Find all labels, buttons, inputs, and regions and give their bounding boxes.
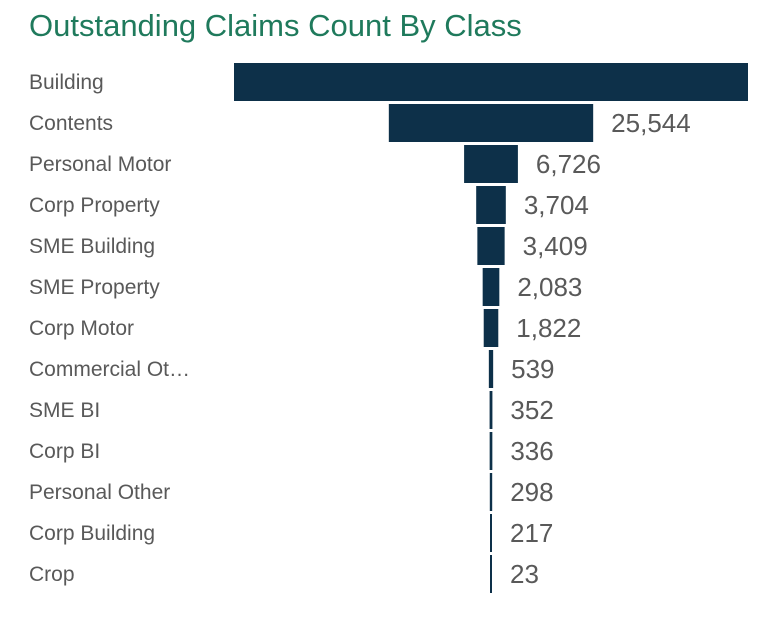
bar-corp-building[interactable] bbox=[490, 514, 492, 552]
data-label: 352 bbox=[510, 395, 553, 425]
data-label: 539 bbox=[511, 354, 554, 384]
data-label: 3,704 bbox=[524, 190, 589, 220]
category-label: Contents bbox=[29, 112, 113, 135]
category-label: Corp BI bbox=[29, 440, 100, 463]
category-label: Corp Motor bbox=[29, 317, 134, 340]
category-label: Personal Other bbox=[29, 481, 170, 504]
data-label: 3,409 bbox=[523, 231, 588, 261]
data-label: 298 bbox=[510, 477, 553, 507]
bar-contents[interactable] bbox=[388, 104, 594, 142]
category-label: SME Property bbox=[29, 276, 160, 299]
category-label: SME Building bbox=[29, 235, 155, 258]
bar-corp-property[interactable] bbox=[476, 186, 506, 224]
data-label: 6,726 bbox=[536, 149, 601, 179]
data-label: 2,083 bbox=[517, 272, 582, 302]
bar-sme-property[interactable] bbox=[482, 268, 500, 306]
data-label: 336 bbox=[510, 436, 553, 466]
data-label: 25,544 bbox=[611, 108, 691, 138]
chart-title: Outstanding Claims Count By Class bbox=[29, 8, 522, 43]
bar-crop[interactable] bbox=[490, 555, 492, 593]
category-label: Personal Motor bbox=[29, 153, 171, 176]
bar-personal-other[interactable] bbox=[489, 473, 493, 511]
bar-corp-motor[interactable] bbox=[483, 309, 499, 347]
category-label: Commercial Ot… bbox=[29, 358, 190, 381]
bar-corp-bi[interactable] bbox=[489, 432, 493, 470]
bar-commercial-ot-[interactable] bbox=[488, 350, 494, 388]
bar-sme-building[interactable] bbox=[477, 227, 505, 265]
bar-sme-bi[interactable] bbox=[489, 391, 493, 429]
category-label: Crop bbox=[29, 563, 75, 586]
category-label: Corp Property bbox=[29, 194, 160, 217]
data-label: 217 bbox=[510, 518, 553, 548]
category-label: Corp Building bbox=[29, 522, 155, 545]
category-label: SME BI bbox=[29, 399, 100, 422]
bar-building[interactable] bbox=[234, 63, 748, 101]
bar-personal-motor[interactable] bbox=[464, 145, 518, 183]
data-label: 1,822 bbox=[516, 313, 581, 343]
data-label: 23 bbox=[510, 559, 539, 589]
category-label: Building bbox=[29, 71, 104, 94]
